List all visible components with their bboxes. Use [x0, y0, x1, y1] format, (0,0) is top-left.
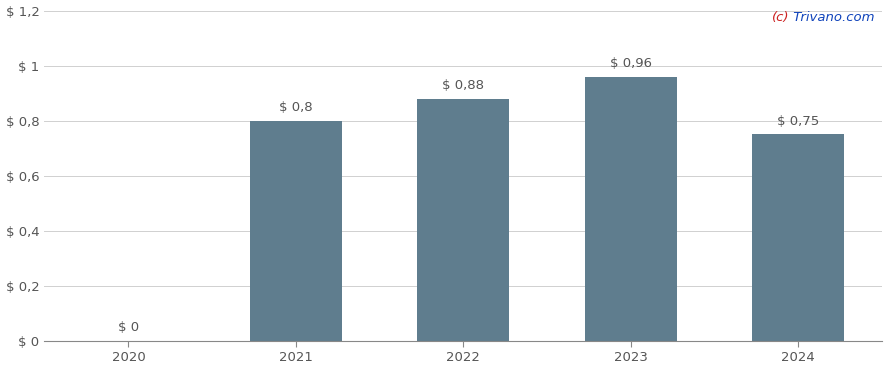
Text: (c): (c)	[772, 11, 789, 24]
Bar	[250, 121, 342, 341]
Text: $ 0,8: $ 0,8	[279, 101, 313, 114]
Text: $ 0,96: $ 0,96	[610, 57, 652, 70]
Bar	[752, 134, 844, 341]
Bar	[417, 99, 510, 341]
Text: $ 0,88: $ 0,88	[442, 79, 484, 92]
Text: $ 0,75: $ 0,75	[777, 115, 820, 128]
Text: $ 0: $ 0	[118, 321, 139, 334]
Text: Trivano.com: Trivano.com	[789, 11, 875, 24]
Bar	[585, 77, 677, 341]
